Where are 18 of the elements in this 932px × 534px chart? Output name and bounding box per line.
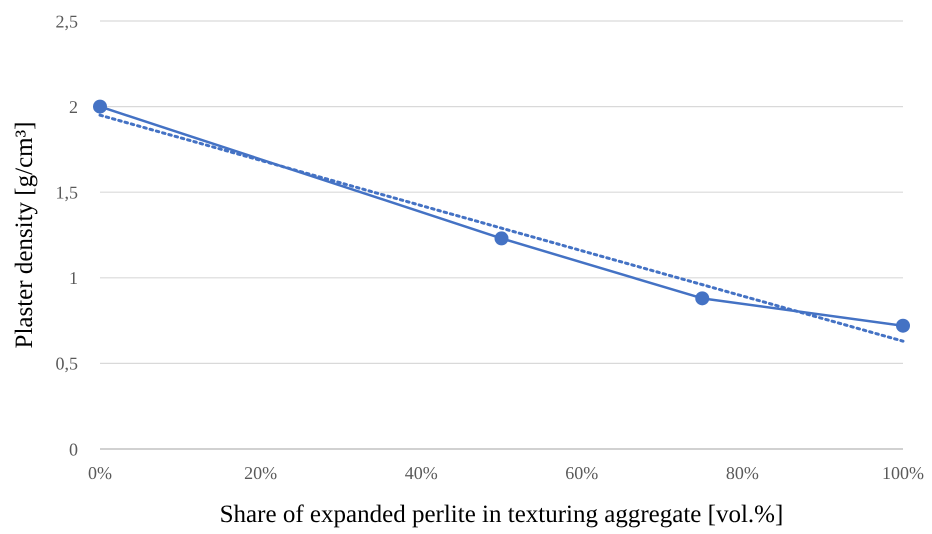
x-tick-label: 60% xyxy=(565,463,598,483)
y-tick-label: 1 xyxy=(69,268,78,288)
y-tick-label: 0,5 xyxy=(56,354,78,374)
x-axis-title: Share of expanded perlite in texturing aggregate [vol.%] xyxy=(220,501,784,528)
y-tick-label: 2 xyxy=(69,96,78,117)
point xyxy=(494,231,508,246)
x-tick-label: 40% xyxy=(404,463,438,483)
y-tick-label: 1,5 xyxy=(56,182,78,202)
x-tick-label: 0% xyxy=(88,463,112,483)
y-tick-label: 0 xyxy=(69,439,78,460)
y-tick-label: 2,5 xyxy=(56,11,78,32)
point xyxy=(695,291,710,306)
y-axis-title: Plaster density [g/cm³] xyxy=(11,122,38,348)
x-tick-label: 100% xyxy=(882,463,924,483)
point xyxy=(93,100,107,114)
x-tick-label: 80% xyxy=(726,463,759,483)
point xyxy=(896,318,910,333)
x-tick-label: 20% xyxy=(244,463,278,483)
